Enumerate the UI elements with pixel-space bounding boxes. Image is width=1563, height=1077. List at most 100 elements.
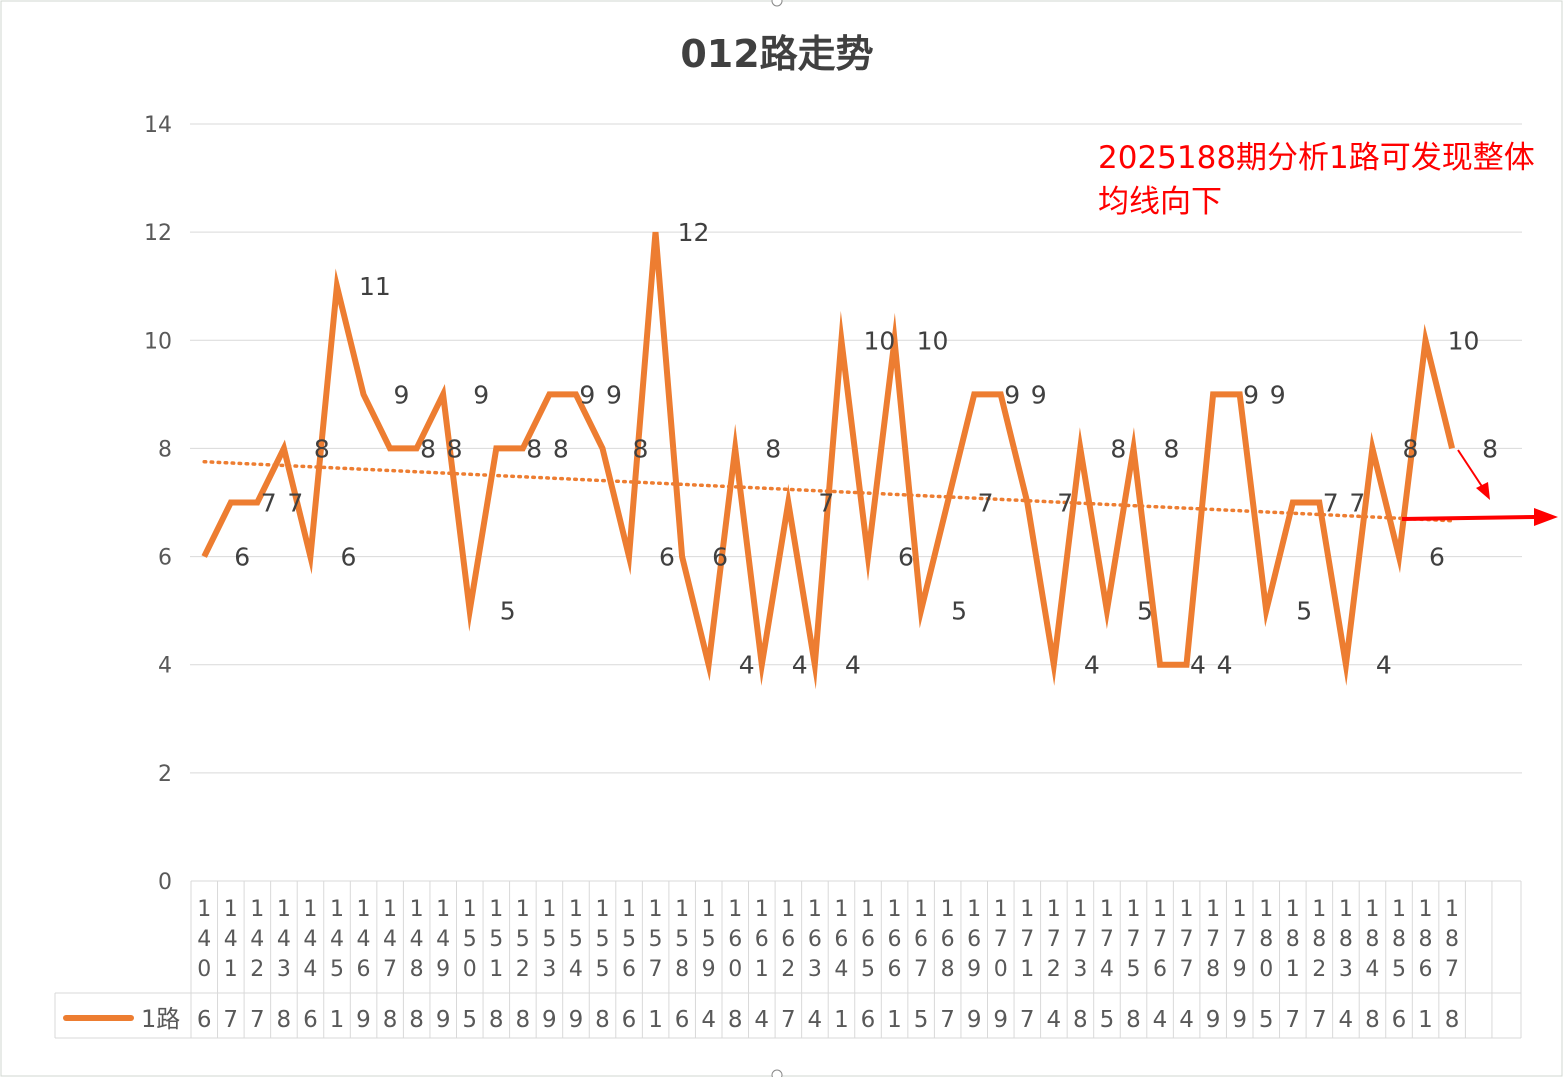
table-cell-value: 4 <box>808 1007 823 1033</box>
table-cell-value: 8 <box>515 1007 530 1033</box>
data-label: 5 <box>1137 597 1153 626</box>
y-tick-label: 8 <box>158 437 172 462</box>
data-label: 10 <box>917 326 949 355</box>
data-label: 9 <box>606 380 622 409</box>
data-label: 8 <box>1163 434 1179 463</box>
table-cell-value: 1 <box>330 1007 345 1033</box>
y-tick-label: 4 <box>158 654 172 679</box>
table-cell-value: 5 <box>1100 1007 1115 1033</box>
data-label: 10 <box>863 326 895 355</box>
table-cell-value: 9 <box>1206 1007 1221 1033</box>
table-cell-value: 8 <box>409 1007 424 1033</box>
resize-handle-bottom[interactable] <box>771 1069 783 1077</box>
annotation-arrow-down <box>1457 449 1490 500</box>
y-tick-label: 0 <box>158 870 172 895</box>
table-cell-value: 9 <box>436 1007 451 1033</box>
data-table: 1 4 01 4 11 4 21 4 31 4 41 4 51 4 61 4 71 4 81 4 91 5 01 5 11 5 21… <box>54 880 1522 1039</box>
table-cell-value: 6 <box>197 1007 212 1033</box>
data-label: 4 <box>1084 651 1100 680</box>
data-label: 7 <box>1057 489 1073 518</box>
table-cell-value: 9 <box>967 1007 982 1033</box>
y-tick-label: 14 <box>144 113 172 138</box>
data-label: 8 <box>447 434 463 463</box>
data-label: 4 <box>1217 651 1233 680</box>
table-cell-value: 6 <box>675 1007 690 1033</box>
table-cell-value: 6 <box>303 1007 318 1033</box>
table-cell-value: 8 <box>1445 1007 1460 1033</box>
table-cell-value: 1 <box>648 1007 663 1033</box>
data-label: 9 <box>1004 380 1020 409</box>
table-cell-value: 8 <box>1126 1007 1141 1033</box>
y-axis-ticks: 0 2 4 6 8 10 12 14 <box>144 113 172 895</box>
table-cell-value: 9 <box>993 1007 1008 1033</box>
table-cell-value: 4 <box>1179 1007 1194 1033</box>
y-tick-label: 12 <box>144 221 172 246</box>
annotation-line-2: 均线向下 <box>1098 184 1222 220</box>
table-cell-value: 9 <box>1232 1007 1247 1033</box>
series-1 <box>201 231 1456 690</box>
table-cell-value: 4 <box>754 1007 769 1033</box>
resize-handle-top[interactable] <box>771 0 783 7</box>
data-label: 6 <box>234 543 250 572</box>
data-label: 6 <box>898 543 914 572</box>
y-tick-label: 6 <box>158 546 172 571</box>
data-label: 6 <box>712 543 728 572</box>
data-label: 9 <box>473 380 489 409</box>
table-cell-value: 5 <box>1259 1007 1274 1033</box>
data-label: 12 <box>678 218 710 247</box>
table-cell-value: 1 <box>887 1007 902 1033</box>
table-cell-value: 4 <box>701 1007 716 1033</box>
data-label: 4 <box>845 651 861 680</box>
data-label: 8 <box>1402 434 1418 463</box>
table-cell-value: 8 <box>277 1007 292 1033</box>
table-cell-value: 1 <box>834 1007 849 1033</box>
data-label: 8 <box>420 434 436 463</box>
data-label: 6 <box>1429 543 1445 572</box>
table-cell-value: 8 <box>728 1007 743 1033</box>
y-tick-label: 10 <box>144 329 172 354</box>
data-label: 7 <box>1323 489 1339 518</box>
data-label: 8 <box>765 434 781 463</box>
series-line-1路 <box>201 231 1456 690</box>
data-label: 10 <box>1448 326 1480 355</box>
data-label: 9 <box>394 380 410 409</box>
y-tick-label: 2 <box>158 762 172 787</box>
data-label: 4 <box>739 651 755 680</box>
table-cell-value: 6 <box>1392 1007 1407 1033</box>
table-cell-value: 8 <box>1365 1007 1380 1033</box>
data-label: 7 <box>287 489 303 518</box>
table-cell-value: 6 <box>861 1007 876 1033</box>
table-cell-value: 7 <box>940 1007 955 1033</box>
table-cell-value: 9 <box>356 1007 371 1033</box>
data-label: 4 <box>792 651 808 680</box>
table-cell-value: 9 <box>569 1007 584 1033</box>
legend-label: 1路 <box>141 1005 180 1033</box>
